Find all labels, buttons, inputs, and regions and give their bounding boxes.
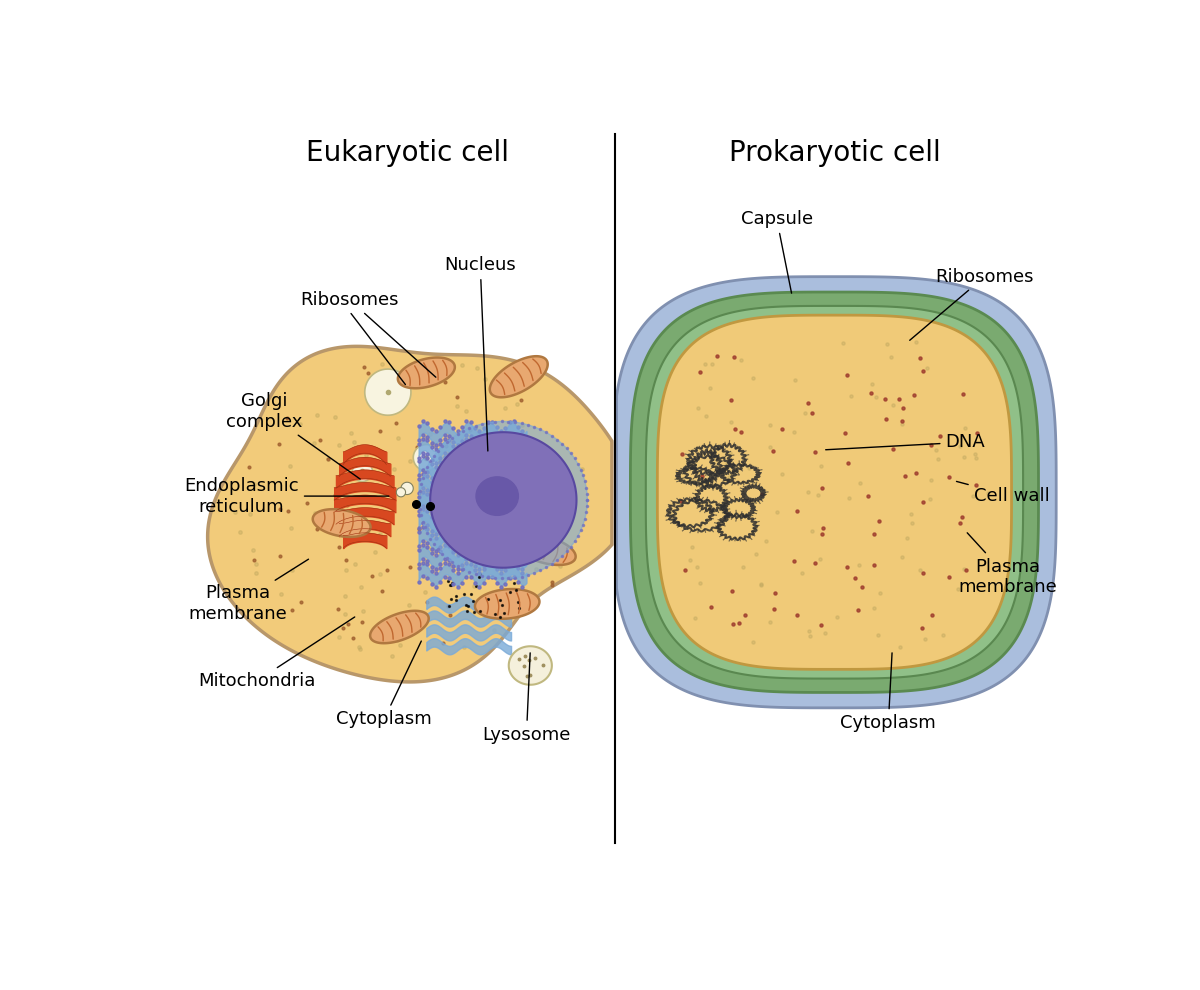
Text: Ribosomes: Ribosomes xyxy=(910,267,1034,341)
Text: Prokaryotic cell: Prokaryotic cell xyxy=(728,140,941,167)
Polygon shape xyxy=(413,445,439,470)
Polygon shape xyxy=(370,611,428,644)
Text: DNA: DNA xyxy=(826,434,985,451)
Text: Mitochondria: Mitochondria xyxy=(198,617,355,690)
Polygon shape xyxy=(398,357,455,388)
Text: Eukaryotic cell: Eukaryotic cell xyxy=(306,140,509,167)
Ellipse shape xyxy=(476,477,518,516)
Text: Cytoplasm: Cytoplasm xyxy=(840,652,936,733)
Text: Plasma
membrane: Plasma membrane xyxy=(188,559,308,624)
Polygon shape xyxy=(353,461,372,481)
Polygon shape xyxy=(630,292,1038,692)
Polygon shape xyxy=(516,535,576,565)
Text: Golgi
complex: Golgi complex xyxy=(227,392,360,479)
Polygon shape xyxy=(420,422,587,578)
Text: Ribosomes: Ribosomes xyxy=(300,291,436,377)
Polygon shape xyxy=(658,315,1012,669)
Polygon shape xyxy=(401,482,413,495)
Polygon shape xyxy=(365,369,410,415)
Polygon shape xyxy=(208,346,612,682)
Text: Lysosome: Lysosome xyxy=(482,652,571,743)
Polygon shape xyxy=(396,488,406,497)
Polygon shape xyxy=(313,509,371,537)
Polygon shape xyxy=(509,646,552,685)
Polygon shape xyxy=(617,276,1056,708)
Text: Cytoplasm: Cytoplasm xyxy=(336,642,432,729)
Text: Nucleus: Nucleus xyxy=(444,256,516,451)
Polygon shape xyxy=(475,589,540,619)
Text: Plasma
membrane: Plasma membrane xyxy=(959,533,1057,596)
Polygon shape xyxy=(490,356,547,397)
Text: Cell wall: Cell wall xyxy=(956,481,1050,505)
Polygon shape xyxy=(646,306,1024,678)
Text: Capsule: Capsule xyxy=(740,210,812,293)
Polygon shape xyxy=(431,433,576,567)
Text: Endoplasmic
reticulum: Endoplasmic reticulum xyxy=(185,477,389,516)
